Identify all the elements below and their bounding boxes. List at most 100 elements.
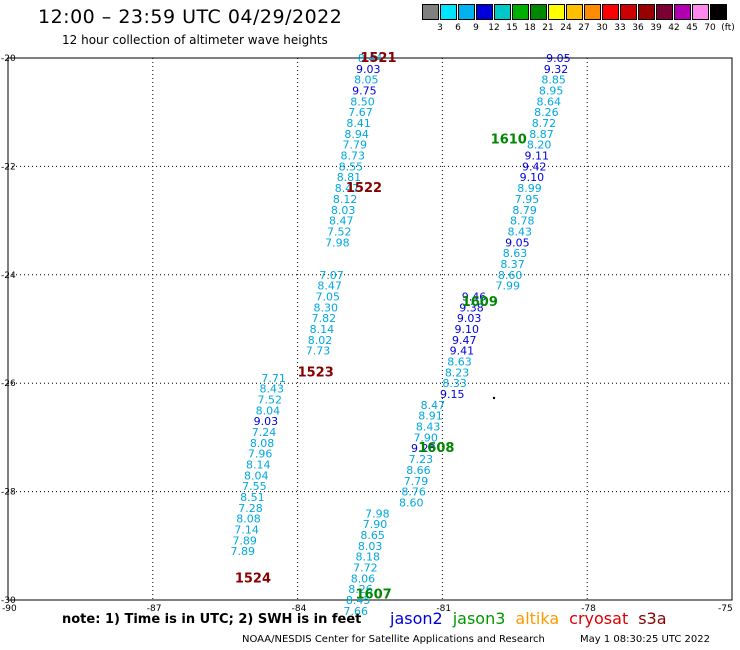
wave-height-label: 8.14 [310, 323, 335, 336]
satellite-legend-item: altika [515, 609, 560, 628]
scale-label: 15 [506, 23, 518, 33]
wave-height-label: 7.72 [353, 561, 378, 574]
scale-label: 42 [668, 23, 680, 33]
scale-swatch [692, 4, 709, 20]
scale-label: 12 [488, 23, 500, 33]
scale-label: 30 [596, 23, 608, 33]
wave-height-label: 8.44 [358, 52, 383, 65]
wave-height-label: 8.76 [401, 486, 426, 499]
wave-height-label: 8.05 [354, 74, 379, 87]
pass-time-label: 1522 [346, 181, 382, 196]
wave-height-label: 9.46 [462, 290, 487, 303]
longitude-tick-label: -90 [2, 604, 17, 614]
wave-height-label: 8.43 [508, 225, 533, 238]
pass-time-label: 1607 [356, 588, 392, 603]
wave-height-label: 8.33 [442, 377, 467, 390]
wave-height-label: 8.14 [246, 459, 270, 472]
wave-height-label: 8.72 [532, 117, 557, 130]
wave-height-label: 8.47 [335, 182, 360, 195]
pass-time-label: 1610 [491, 132, 527, 147]
scale-label: 39 [650, 23, 662, 33]
wave-height-label: 9.42 [522, 160, 547, 173]
scale-swatch [494, 4, 511, 20]
scale-label: 27 [578, 23, 590, 33]
satellite-legend-item: cryosat [569, 609, 629, 628]
wave-height-label: 8.66 [406, 464, 431, 477]
scale-swatch [656, 4, 673, 20]
wave-height-label: 9.32 [544, 63, 569, 76]
longitude-tick-label: -78 [581, 604, 596, 614]
wave-height-label: 8.04 [244, 469, 268, 482]
pass-time-label: 1521 [360, 51, 396, 66]
scale-swatch [584, 4, 601, 20]
wave-height-label: 8.30 [314, 301, 339, 314]
pass-time-label: 1524 [235, 571, 271, 586]
wave-height-label: 8.06 [351, 572, 376, 585]
scale-swatch [548, 4, 565, 20]
scale-swatch [674, 4, 691, 20]
wave-height-label: 8.60 [498, 269, 523, 282]
wave-height-label: 8.87 [529, 128, 554, 141]
scale-swatch [512, 4, 529, 20]
wave-height-label: 7.98 [325, 236, 350, 249]
wave-height-label: 8.99 [517, 182, 542, 195]
wave-height-label: 7.71 [261, 372, 286, 385]
wave-height-label: 8.91 [418, 410, 443, 423]
wave-height-label: 8.43 [259, 383, 284, 396]
wave-height-label: 8.64 [537, 95, 562, 108]
wave-height-label: 7.79 [404, 475, 429, 488]
wave-height-label: 7.55 [242, 480, 266, 493]
timestamp-text: May 1 08:30:25 UTC 2022 [580, 634, 710, 645]
wave-height-label: 9.10 [454, 323, 479, 336]
wave-height-label: 7.79 [342, 139, 367, 152]
wave-height-label: 9.03 [457, 312, 482, 325]
scale-swatch [458, 4, 475, 20]
wave-height-label: 8.81 [337, 171, 362, 184]
wave-height-label: 8.43 [416, 421, 441, 434]
scale-label: 36 [632, 23, 644, 33]
wave-height-label: 8.03 [358, 540, 383, 553]
wave-height-label: 7.24 [252, 426, 277, 439]
wave-height-label: 8.26 [348, 583, 373, 596]
wave-height-label: 8.23 [445, 366, 470, 379]
wave-height-label: 7.05 [315, 290, 340, 303]
scale-label: 70 [704, 23, 716, 33]
wave-height-label: 8.51 [240, 491, 264, 504]
scale-label: 3 [437, 23, 443, 33]
wave-height-label: 9.15 [440, 388, 465, 401]
wave-height-label: 8.41 [346, 117, 371, 130]
scale-swatch [422, 4, 439, 20]
wave-height-label: 9.03 [254, 415, 279, 428]
latitude-tick-label: -28 [1, 488, 16, 498]
wave-height-label: 8.55 [339, 160, 364, 173]
pass-time-label: 1609 [462, 295, 498, 310]
wave-height-label: 7.98 [365, 507, 390, 520]
latitude-tick-label: -26 [1, 379, 16, 389]
wave-height-label: 7.28 [238, 502, 263, 515]
wave-height-label: 8.50 [350, 95, 375, 108]
latitude-tick-label: -20 [1, 54, 16, 64]
wave-height-label: 7.99 [495, 280, 520, 293]
wave-height-label: 8.26 [534, 106, 559, 119]
satellite-legend-item: jason3 [452, 609, 506, 628]
wave-height-label: 7.89 [232, 534, 257, 547]
wave-height-label: 7.96 [248, 448, 272, 461]
wave-height-label: 9.47 [452, 334, 477, 347]
wave-height-label: 7.14 [234, 524, 259, 537]
scale-label: 18 [524, 23, 536, 33]
wave-height-label: 8.08 [250, 437, 274, 450]
wave-height-label: 8.37 [500, 258, 525, 271]
map-title: 12:00 – 23:59 UTC 04/29/2022 [38, 6, 343, 28]
scale-label: (ft) [721, 23, 735, 33]
wave-height-label: 8.08 [236, 513, 261, 526]
wave-height-label: 9.38 [459, 301, 484, 314]
wave-height-label: 8.47 [329, 215, 354, 228]
wave-height-label: 7.52 [258, 393, 283, 406]
credit-text: NOAA/NESDIS Center for Satellite Applica… [242, 634, 545, 645]
wave-height-label: 9.11 [524, 150, 549, 163]
wave-height-label: 7.07 [319, 269, 344, 282]
wave-height-label: 9.10 [520, 171, 545, 184]
wave-height-label: 7.73 [306, 345, 331, 358]
scale-label: 45 [686, 23, 698, 33]
scale-swatch [602, 4, 619, 20]
